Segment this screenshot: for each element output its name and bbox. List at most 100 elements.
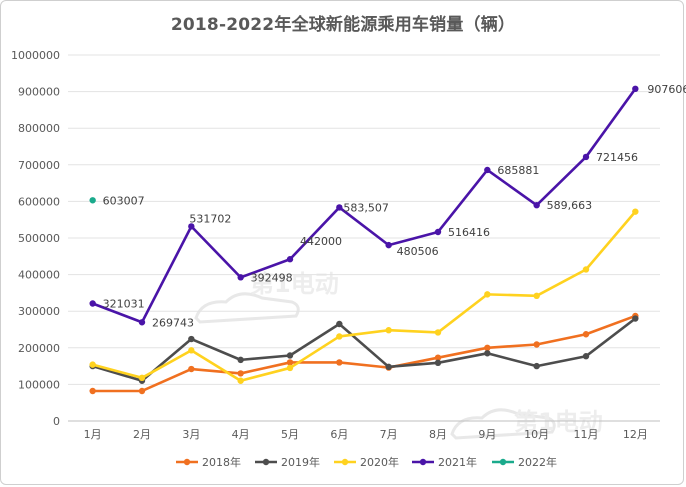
data-point	[237, 377, 244, 384]
x-tick-label: 1月	[84, 428, 102, 441]
x-axis-ticks: 1月 2月 3月 4月 5月 6月 7月 8月 9月 10月 11月 12月	[84, 428, 648, 441]
data-point	[582, 331, 590, 338]
y-tick-label: 600000	[18, 195, 60, 208]
data-point	[89, 387, 96, 395]
y-tick-label: 800000	[18, 122, 60, 135]
data-label: 603007	[103, 194, 145, 207]
data-point	[434, 354, 442, 361]
data-point	[484, 344, 491, 351]
series-line-3	[92, 210, 637, 383]
y-axis-ticks: 0 100000 200000 300000 400000 500000 600000 700…	[11, 49, 60, 428]
data-point	[138, 374, 146, 382]
x-tick-label: 2月	[133, 428, 151, 441]
data-point	[336, 333, 343, 340]
data-point	[533, 292, 540, 300]
x-tick-label: 10月	[524, 428, 549, 441]
data-labels: 321031 269743 531702 392498 442000 583,507 480…	[103, 83, 686, 329]
data-label: 480506	[397, 245, 439, 258]
y-tick-label: 300000	[18, 305, 60, 318]
data-point	[89, 361, 96, 368]
y-tick-label: 1000000	[11, 49, 60, 62]
legend-entry-label: 2019年	[281, 455, 320, 469]
y-tick-label: 700000	[18, 159, 60, 172]
data-point	[336, 204, 343, 211]
data-point	[336, 320, 343, 328]
data-point	[286, 364, 294, 372]
data-label: 392498	[251, 271, 293, 284]
data-point	[533, 362, 540, 370]
legend-swatch-marker	[262, 458, 270, 466]
y-tick-label: 200000	[18, 342, 60, 355]
x-tick-label: 9月	[478, 428, 496, 441]
data-label: 721456	[596, 151, 638, 164]
x-tick-label: 8月	[429, 428, 447, 441]
data-label: 442000	[300, 235, 342, 248]
data-point	[434, 329, 442, 336]
legend-swatch-marker	[499, 458, 507, 466]
data-point	[286, 359, 294, 366]
data-point	[385, 327, 392, 334]
data-point	[434, 359, 442, 367]
data-point	[484, 291, 491, 298]
data-point	[385, 241, 392, 249]
y-tick-label: 500000	[18, 232, 60, 245]
data-point	[582, 153, 590, 161]
data-point	[434, 228, 442, 236]
x-tick-label: 7月	[380, 428, 398, 441]
data-label: 531702	[189, 212, 231, 225]
legend: 2018年 2019年 2020年 2021年 2022年	[176, 455, 557, 469]
data-label: 516416	[448, 226, 490, 239]
x-tick-label: 4月	[232, 428, 250, 441]
data-point	[484, 350, 491, 357]
data-label: 583,507	[343, 201, 389, 214]
legend-swatch-marker	[419, 458, 427, 466]
data-point	[138, 319, 146, 326]
legend-entry-label: 2020年	[360, 455, 399, 469]
series-line-4	[92, 88, 637, 324]
x-tick-label: 12月	[623, 428, 648, 441]
x-tick-label: 3月	[182, 428, 200, 441]
chart-title: 2018-2022年全球新能源乘用车销量（辆）	[170, 15, 516, 35]
data-point	[237, 274, 244, 281]
data-point	[138, 387, 146, 395]
data-point	[237, 356, 244, 364]
watermark-logo-bottom: 第1电动	[450, 408, 603, 440]
data-point	[336, 359, 343, 366]
series-line-2	[92, 317, 637, 383]
data-point	[286, 256, 294, 263]
data-label: 589,663	[547, 199, 593, 212]
series-line-1	[92, 314, 636, 393]
series-group	[89, 85, 639, 395]
y-tick-label: 400000	[18, 269, 60, 282]
y-tick-label: 100000	[18, 378, 60, 391]
data-point	[632, 315, 639, 322]
y-tick-label: 900000	[18, 86, 60, 99]
data-point	[484, 166, 491, 174]
data-label: 269743	[152, 316, 194, 329]
legend-entry-label: 2022年	[518, 455, 557, 469]
data-label: 685881	[497, 164, 539, 177]
data-point	[188, 335, 195, 343]
data-point	[582, 353, 590, 360]
data-point	[632, 208, 639, 215]
legend-entry-label: 2018年	[202, 455, 241, 469]
data-point	[89, 197, 96, 204]
x-tick-label: 5月	[281, 428, 299, 441]
data-point	[533, 341, 540, 348]
x-tick-label: 6月	[330, 428, 348, 441]
data-point	[632, 85, 639, 93]
legend-swatch-marker	[183, 458, 191, 466]
data-point	[89, 300, 96, 307]
watermark-text-bottom: 第1电动	[514, 408, 603, 436]
data-point	[188, 347, 195, 354]
data-point	[582, 266, 590, 273]
data-point	[385, 363, 392, 371]
data-point	[188, 365, 195, 373]
data-label: 321031	[103, 298, 145, 311]
data-point	[533, 201, 540, 209]
data-label: 907606	[647, 83, 686, 96]
y-tick-label: 0	[53, 415, 60, 428]
data-point	[188, 223, 195, 230]
